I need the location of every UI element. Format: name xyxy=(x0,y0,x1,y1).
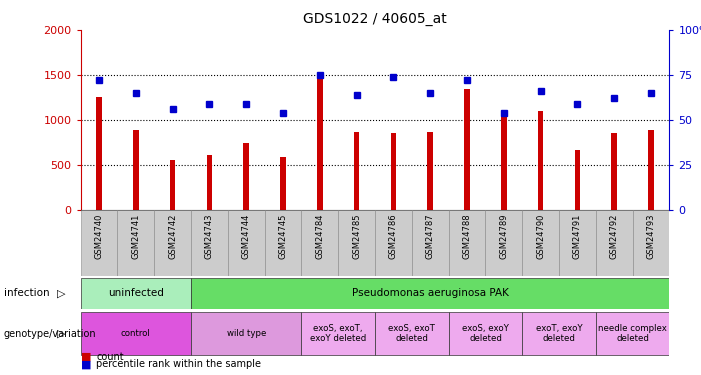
Bar xyxy=(522,312,596,356)
Bar xyxy=(648,130,654,210)
Text: uninfected: uninfected xyxy=(108,288,164,298)
Bar xyxy=(280,157,286,210)
Text: GSM24792: GSM24792 xyxy=(610,213,619,259)
Bar xyxy=(596,312,669,356)
Title: GDS1022 / 40605_at: GDS1022 / 40605_at xyxy=(303,12,447,26)
Bar xyxy=(133,130,139,210)
Bar xyxy=(611,133,617,210)
Bar xyxy=(191,210,228,276)
Text: percentile rank within the sample: percentile rank within the sample xyxy=(96,359,261,369)
Bar xyxy=(81,312,191,356)
Bar xyxy=(317,77,322,210)
Bar xyxy=(354,132,360,210)
Text: GSM24790: GSM24790 xyxy=(536,213,545,259)
Bar xyxy=(375,210,412,276)
Text: GSM24785: GSM24785 xyxy=(352,213,361,259)
Bar xyxy=(428,132,433,210)
Text: GSM24793: GSM24793 xyxy=(646,213,655,259)
Bar xyxy=(485,210,522,276)
Bar xyxy=(81,210,118,276)
Text: genotype/variation: genotype/variation xyxy=(4,329,96,339)
Bar xyxy=(632,210,669,276)
Bar xyxy=(228,210,265,276)
Text: ■: ■ xyxy=(81,352,91,362)
Text: Pseudomonas aeruginosa PAK: Pseudomonas aeruginosa PAK xyxy=(352,288,509,298)
Text: GSM24788: GSM24788 xyxy=(463,213,472,259)
Bar xyxy=(412,210,449,276)
Bar xyxy=(243,143,249,210)
Bar xyxy=(375,312,449,356)
Text: count: count xyxy=(96,352,123,362)
Text: GSM24742: GSM24742 xyxy=(168,213,177,259)
Text: needle complex
deleted: needle complex deleted xyxy=(598,324,667,344)
Bar xyxy=(191,312,301,356)
Text: GSM24791: GSM24791 xyxy=(573,213,582,259)
Text: GSM24745: GSM24745 xyxy=(278,213,287,259)
Text: control: control xyxy=(121,329,151,338)
Text: GSM24786: GSM24786 xyxy=(389,213,398,259)
Text: wild type: wild type xyxy=(226,329,266,338)
Bar xyxy=(81,278,191,309)
Bar xyxy=(596,210,632,276)
Text: exoT, exoY
deleted: exoT, exoY deleted xyxy=(536,324,583,344)
Text: exoS, exoT
deleted: exoS, exoT deleted xyxy=(388,324,435,344)
Bar xyxy=(338,210,375,276)
Text: GSM24787: GSM24787 xyxy=(426,213,435,259)
Text: GSM24789: GSM24789 xyxy=(499,213,508,259)
Text: infection: infection xyxy=(4,288,49,298)
Bar xyxy=(301,210,338,276)
Text: ▷: ▷ xyxy=(57,288,66,298)
Bar xyxy=(96,97,102,210)
Text: exoS, exoY
deleted: exoS, exoY deleted xyxy=(462,324,509,344)
Text: ▷: ▷ xyxy=(57,329,66,339)
Text: GSM24740: GSM24740 xyxy=(95,213,104,259)
Text: GSM24741: GSM24741 xyxy=(131,213,140,259)
Bar xyxy=(501,114,507,210)
Bar xyxy=(154,210,191,276)
Bar xyxy=(301,312,375,356)
Bar xyxy=(449,210,485,276)
Text: GSM24743: GSM24743 xyxy=(205,213,214,259)
Bar xyxy=(538,111,543,210)
Bar xyxy=(170,160,175,210)
Bar xyxy=(559,210,596,276)
Text: exoS, exoT,
exoY deleted: exoS, exoT, exoY deleted xyxy=(310,324,367,344)
Bar xyxy=(118,210,154,276)
Bar xyxy=(575,150,580,210)
Text: ■: ■ xyxy=(81,359,91,369)
Bar xyxy=(191,278,669,309)
Text: GSM24744: GSM24744 xyxy=(242,213,251,259)
Bar xyxy=(390,133,396,210)
Bar xyxy=(207,154,212,210)
Bar xyxy=(449,312,522,356)
Text: GSM24784: GSM24784 xyxy=(315,213,325,259)
Bar xyxy=(265,210,301,276)
Bar xyxy=(522,210,559,276)
Bar xyxy=(464,88,470,210)
